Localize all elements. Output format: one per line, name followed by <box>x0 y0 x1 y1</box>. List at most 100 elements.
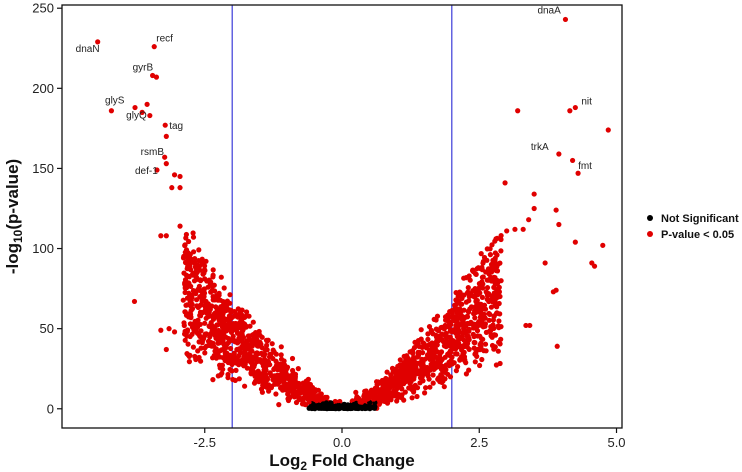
gene-label-dnaA: dnaA <box>537 5 561 16</box>
y-axis-title-sub: 10 <box>11 229 25 243</box>
point-significant <box>289 355 296 362</box>
point-significant <box>353 389 359 395</box>
point-significant <box>456 329 462 336</box>
point-significant <box>388 394 394 400</box>
point-significant <box>436 375 442 381</box>
point-significant <box>474 300 480 306</box>
point-significant <box>383 381 389 387</box>
point-significant <box>480 260 486 266</box>
point-significant <box>239 336 245 342</box>
point-significant <box>239 357 246 363</box>
point-significant <box>476 289 482 295</box>
point-significant <box>493 236 499 242</box>
point-significant <box>227 292 233 298</box>
point-significant <box>398 382 404 388</box>
point-significant <box>425 373 431 379</box>
point-significant <box>218 274 224 280</box>
point-significant <box>554 343 560 349</box>
y-axis-title-suffix: (p-value) <box>3 159 22 230</box>
point-significant <box>445 371 451 377</box>
axes: -2.5 0.0 2.5 5.0 0 50 100 150 200 250 Log2 Fold Ch… <box>3 1 626 472</box>
point-significant <box>190 288 196 294</box>
point-significant <box>189 301 195 307</box>
point-significant <box>377 397 383 403</box>
x-tick-label: 0.0 <box>333 435 351 450</box>
point-significant <box>407 379 413 386</box>
point-significant <box>455 364 461 370</box>
point-significant <box>231 351 237 357</box>
y-tick-label: 250 <box>32 1 54 16</box>
point-not-significant <box>320 405 326 411</box>
point-significant <box>203 258 209 264</box>
point-significant <box>398 363 404 369</box>
point-significant <box>202 303 208 310</box>
point-significant <box>290 367 296 374</box>
point-significant <box>210 283 216 289</box>
point-significant <box>284 375 290 381</box>
point-significant <box>459 347 465 353</box>
point-significant <box>453 307 459 313</box>
point-significant <box>479 294 485 300</box>
point-significant <box>471 311 477 317</box>
point-significant <box>214 293 220 299</box>
point-significant <box>402 389 408 395</box>
point-significant <box>368 392 374 398</box>
point-significant <box>483 269 489 275</box>
point-significant <box>182 328 188 334</box>
point-significant <box>409 373 415 379</box>
point-significant <box>477 284 483 290</box>
point-significant <box>186 238 192 245</box>
point-significant <box>169 185 175 191</box>
point-significant <box>242 383 248 389</box>
gene-point-fmt <box>575 170 581 176</box>
point-significant <box>464 313 470 319</box>
point-significant <box>230 333 236 339</box>
point-significant <box>220 366 226 372</box>
point-significant <box>498 278 504 284</box>
point-significant <box>166 326 172 332</box>
point-significant <box>527 322 533 329</box>
point-significant <box>483 329 489 335</box>
point-significant <box>244 346 250 352</box>
point-significant <box>448 337 455 343</box>
point-significant <box>402 374 409 380</box>
point-significant <box>497 360 503 367</box>
point-significant <box>496 284 502 290</box>
point-significant <box>484 257 490 263</box>
point-significant <box>221 285 227 291</box>
point-significant <box>208 289 214 295</box>
point-significant <box>228 357 234 363</box>
point-significant <box>251 380 258 386</box>
x-tick-label: 2.5 <box>470 435 488 450</box>
point-significant <box>239 331 245 338</box>
point-significant <box>278 352 284 358</box>
point-significant <box>202 320 208 326</box>
point-significant <box>483 348 489 354</box>
point-significant <box>308 384 314 390</box>
point-significant <box>305 389 311 395</box>
point-significant <box>479 356 485 363</box>
point-significant <box>357 399 363 405</box>
point-significant <box>196 258 202 264</box>
gene-label-fmt: fmt <box>578 161 592 172</box>
point-significant <box>443 367 449 373</box>
point-significant <box>531 205 537 212</box>
point-significant <box>302 401 308 407</box>
x-axis-title: Log2 Fold Change <box>269 451 415 472</box>
point-significant <box>435 327 441 333</box>
point-significant <box>472 359 478 365</box>
point-significant <box>202 350 208 356</box>
point-significant <box>473 271 479 277</box>
point-significant <box>210 274 216 280</box>
gene-point-tag <box>162 122 168 128</box>
point-significant <box>251 364 257 370</box>
point-significant <box>447 309 453 315</box>
gene-point-recf <box>151 44 157 50</box>
point-significant <box>182 242 188 249</box>
point-significant <box>171 172 178 178</box>
point-significant <box>449 354 455 360</box>
point-significant <box>461 356 467 362</box>
point-significant <box>370 388 376 394</box>
point-significant <box>222 327 228 333</box>
point-significant <box>183 302 189 308</box>
